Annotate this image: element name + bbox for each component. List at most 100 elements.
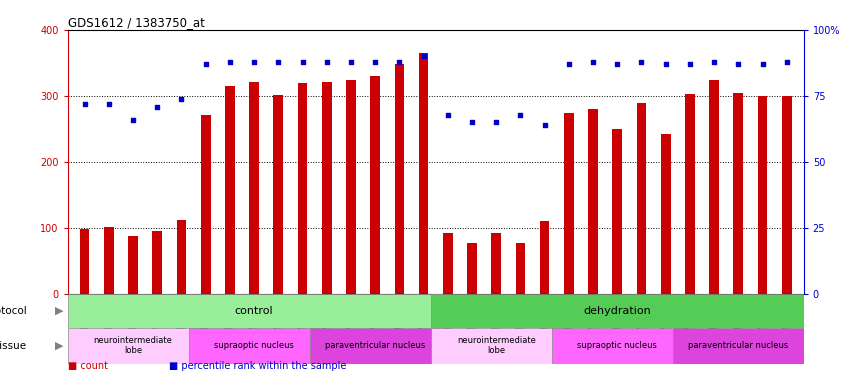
Text: GSM69460: GSM69460 — [662, 297, 670, 339]
Text: GSM69458: GSM69458 — [613, 297, 622, 338]
Bar — [189, 328, 320, 364]
Text: GSM69472: GSM69472 — [733, 297, 743, 338]
Text: neurointermediate
lobe: neurointermediate lobe — [457, 336, 536, 356]
Text: GSM69462: GSM69462 — [225, 297, 234, 338]
Bar — [673, 328, 804, 364]
Point — [175, 96, 189, 102]
Point — [562, 62, 575, 68]
Bar — [298, 83, 307, 294]
Bar — [492, 233, 501, 294]
Text: paraventricular nucleus: paraventricular nucleus — [688, 341, 788, 350]
Point — [659, 62, 673, 68]
Text: GSM69477: GSM69477 — [371, 297, 380, 339]
Text: ■ percentile rank within the sample: ■ percentile rank within the sample — [169, 361, 347, 371]
Text: GSM69789: GSM69789 — [129, 297, 138, 338]
Bar — [68, 294, 441, 328]
Text: GSM69268: GSM69268 — [564, 297, 574, 338]
Point — [223, 59, 237, 65]
Point — [611, 62, 624, 68]
Bar — [104, 227, 113, 294]
Bar — [552, 328, 683, 364]
Bar — [129, 236, 138, 294]
Point — [732, 62, 745, 68]
Point — [514, 111, 527, 117]
Text: GSM69461: GSM69461 — [201, 297, 210, 338]
Text: GSM69787: GSM69787 — [80, 297, 89, 338]
Point — [683, 62, 696, 68]
Point — [247, 59, 261, 65]
Bar — [588, 109, 598, 294]
Bar — [637, 103, 646, 294]
Bar — [273, 95, 283, 294]
Text: GSM69470: GSM69470 — [685, 297, 695, 339]
Bar — [177, 219, 186, 294]
Bar — [540, 222, 550, 294]
Text: GSM69459: GSM69459 — [637, 297, 646, 339]
Text: GSM69475: GSM69475 — [322, 297, 332, 339]
Point — [151, 104, 164, 110]
Point — [199, 62, 212, 68]
Text: protocol: protocol — [0, 306, 27, 316]
Bar — [68, 328, 199, 364]
Bar — [201, 114, 211, 294]
Text: ■ count: ■ count — [68, 361, 107, 371]
Text: neurointermediate
lobe: neurointermediate lobe — [94, 336, 173, 356]
Point — [465, 120, 479, 126]
Text: GSM69457: GSM69457 — [589, 297, 597, 339]
Text: ▶: ▶ — [55, 306, 63, 316]
Bar — [321, 81, 332, 294]
Point — [490, 120, 503, 126]
Text: GSM69464: GSM69464 — [274, 297, 283, 339]
Text: GSM69784: GSM69784 — [492, 297, 501, 338]
Text: GSM69783: GSM69783 — [468, 297, 476, 338]
Text: control: control — [235, 306, 273, 316]
Point — [707, 59, 721, 65]
Point — [755, 62, 769, 68]
Point — [368, 59, 382, 65]
Bar — [782, 96, 792, 294]
Point — [780, 59, 794, 65]
Bar — [443, 233, 453, 294]
Text: tissue: tissue — [0, 341, 27, 351]
Point — [296, 59, 310, 65]
Point — [586, 59, 600, 65]
Text: GSM69473: GSM69473 — [758, 297, 767, 339]
Point — [441, 111, 454, 117]
Text: GSM69471: GSM69471 — [710, 297, 718, 338]
Bar — [431, 294, 804, 328]
Text: GSM69463: GSM69463 — [250, 297, 259, 339]
Text: supraoptic nucleus: supraoptic nucleus — [577, 341, 657, 350]
Bar — [346, 80, 356, 294]
Text: GSM69788: GSM69788 — [104, 297, 113, 338]
Point — [634, 59, 648, 65]
Point — [78, 101, 91, 107]
Bar — [152, 231, 162, 294]
Text: GSM69785: GSM69785 — [516, 297, 525, 338]
Point — [417, 53, 431, 59]
Text: GSM69476: GSM69476 — [347, 297, 355, 339]
Point — [393, 59, 406, 65]
Point — [126, 117, 140, 123]
Bar — [250, 81, 259, 294]
Text: ▶: ▶ — [55, 341, 63, 351]
Text: GDS1612 / 1383750_at: GDS1612 / 1383750_at — [68, 16, 205, 29]
Bar — [613, 129, 622, 294]
Bar — [371, 76, 380, 294]
Bar — [733, 93, 743, 294]
Text: GSM69790: GSM69790 — [153, 297, 162, 339]
Point — [272, 59, 285, 65]
Text: dehydration: dehydration — [584, 306, 651, 316]
Bar — [394, 64, 404, 294]
Text: GSM69479: GSM69479 — [419, 297, 428, 339]
Point — [344, 59, 358, 65]
Point — [538, 122, 552, 128]
Bar — [431, 328, 562, 364]
Text: supraoptic nucleus: supraoptic nucleus — [214, 341, 294, 350]
Point — [102, 101, 116, 107]
Text: GSM69474: GSM69474 — [783, 297, 791, 339]
Text: paraventricular nucleus: paraventricular nucleus — [325, 341, 426, 350]
Bar — [225, 86, 234, 294]
Text: GSM69782: GSM69782 — [443, 297, 453, 338]
Text: GSM69791: GSM69791 — [177, 297, 186, 338]
Bar — [419, 53, 428, 294]
